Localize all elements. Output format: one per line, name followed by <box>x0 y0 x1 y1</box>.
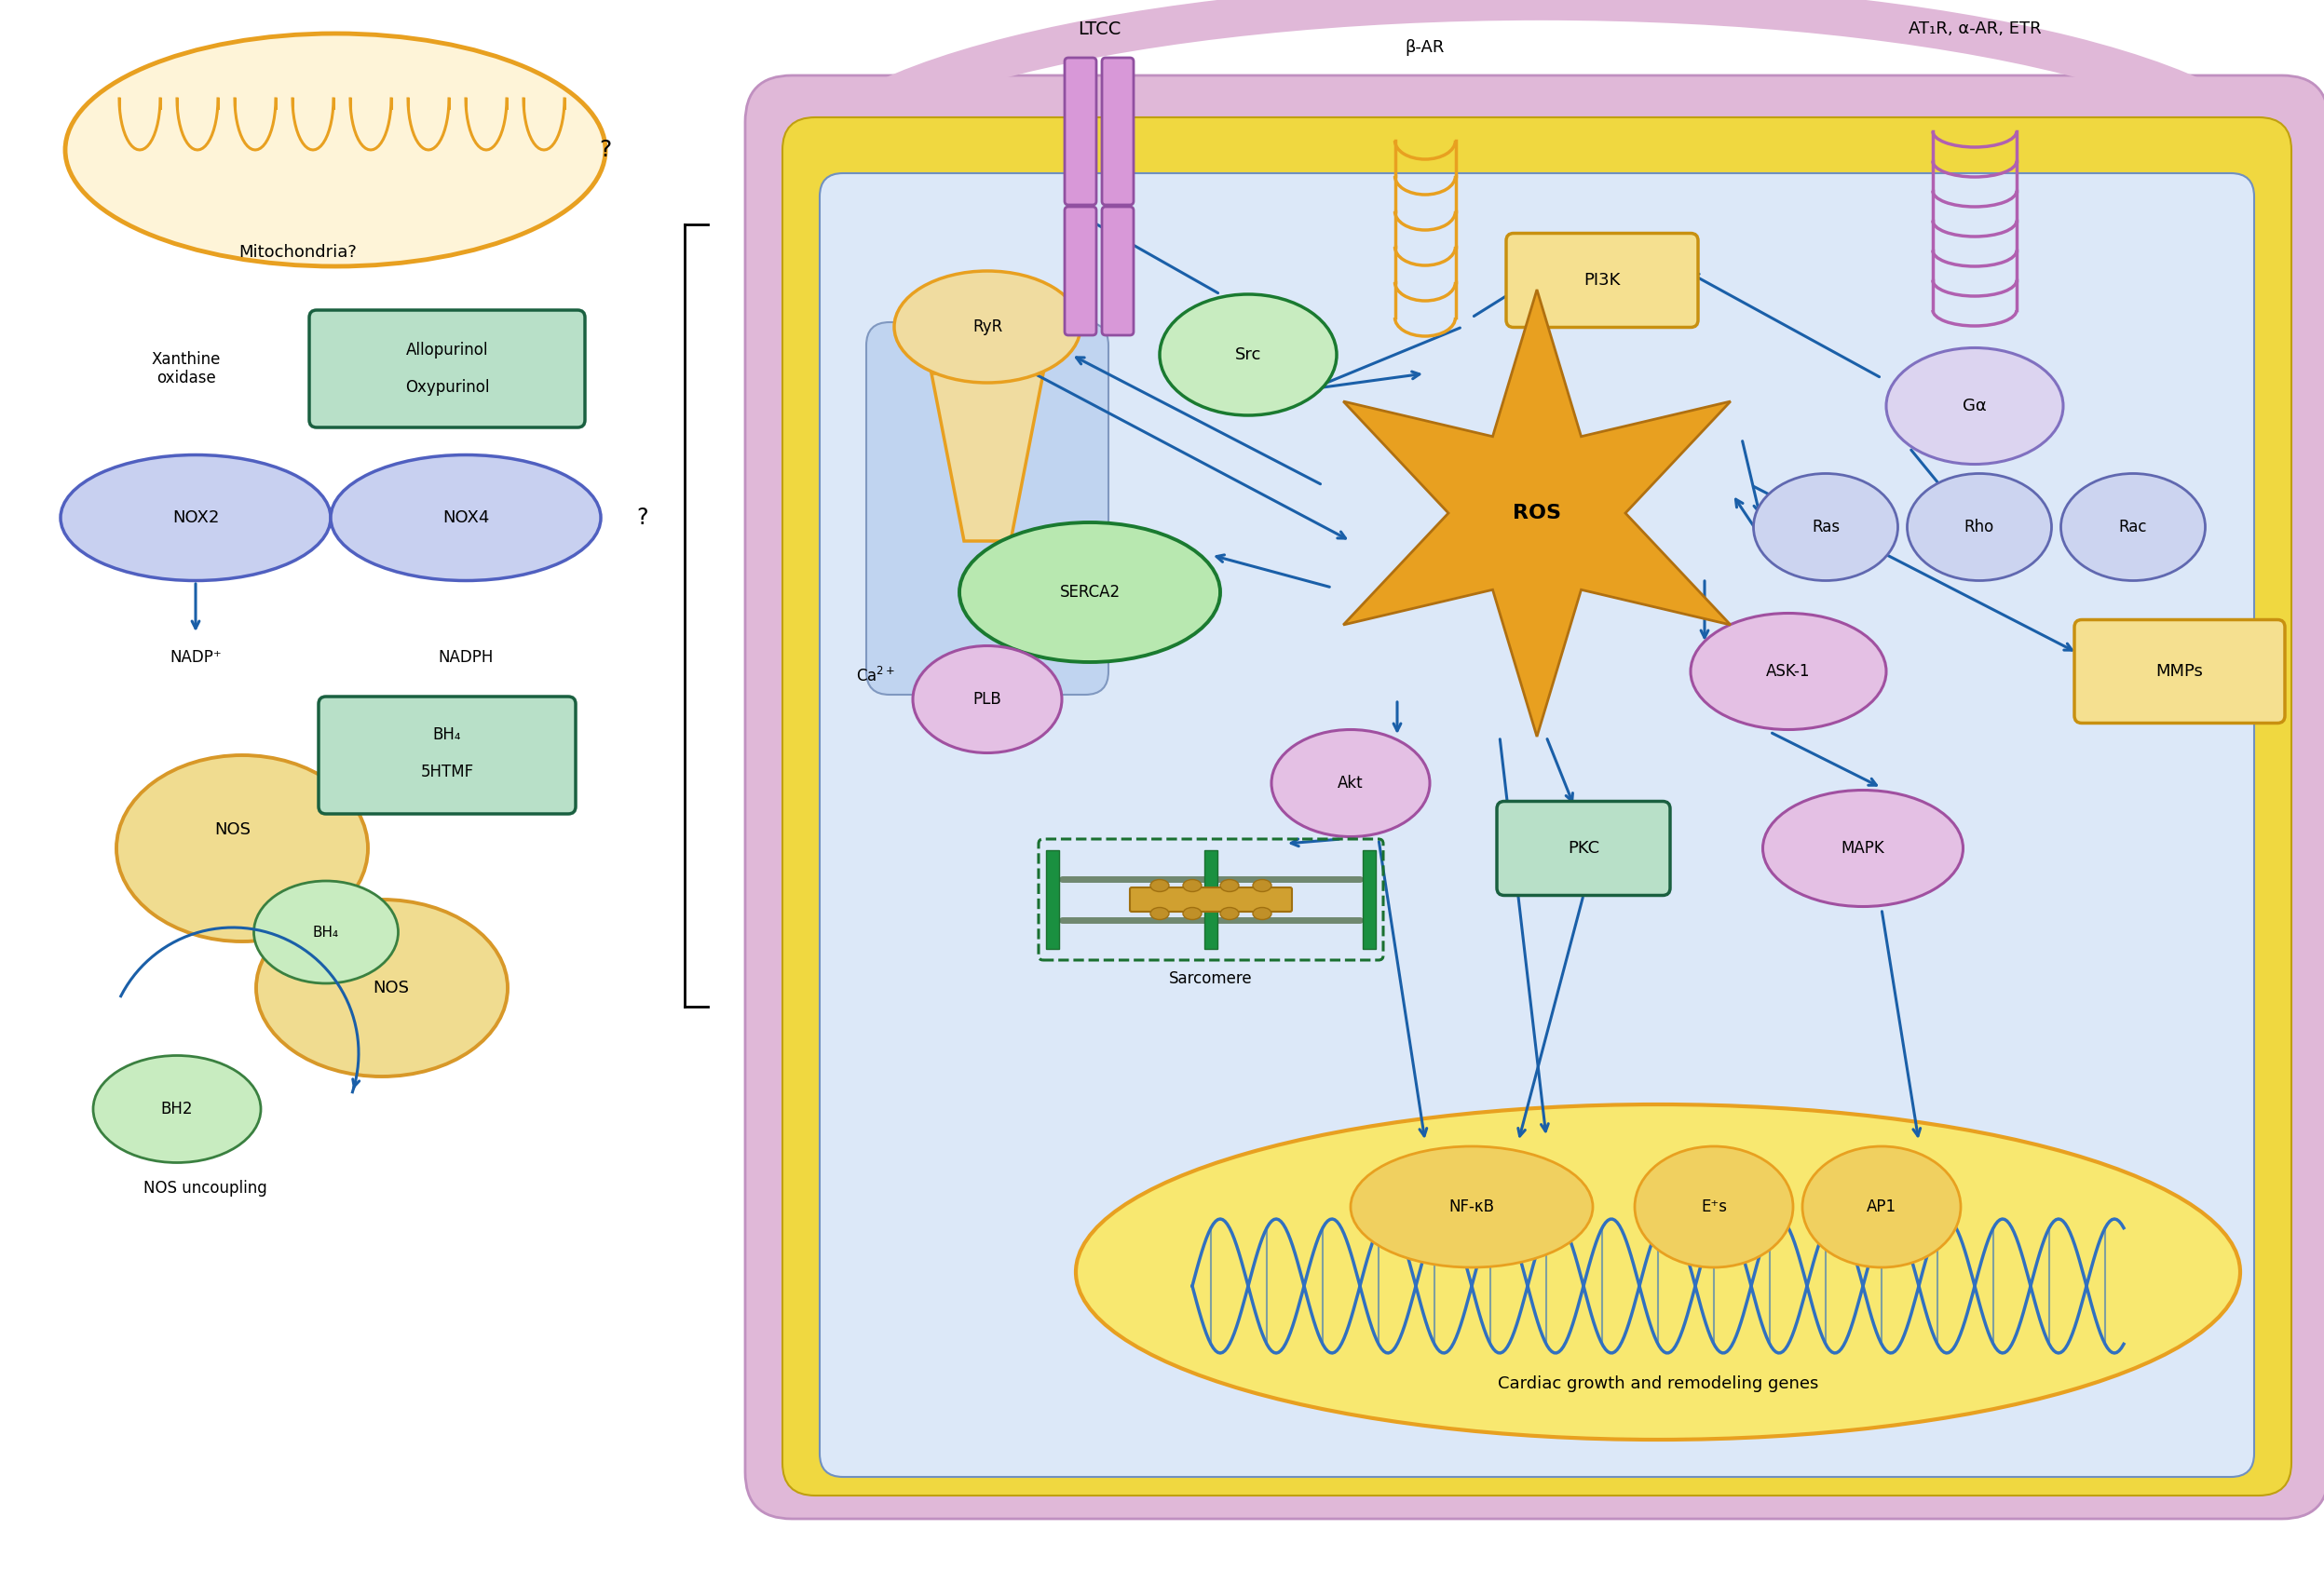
Text: LTCC: LTCC <box>1078 21 1120 38</box>
Text: E⁺s: E⁺s <box>1701 1199 1727 1215</box>
Ellipse shape <box>2061 474 2205 581</box>
Ellipse shape <box>1220 908 1239 920</box>
FancyBboxPatch shape <box>1102 57 1134 204</box>
Text: NF-κB: NF-κB <box>1448 1199 1494 1215</box>
Text: BH₄: BH₄ <box>432 727 460 743</box>
Text: ROS: ROS <box>1513 504 1562 523</box>
Ellipse shape <box>116 756 367 941</box>
Ellipse shape <box>330 455 602 581</box>
Ellipse shape <box>60 455 330 581</box>
Ellipse shape <box>1253 908 1271 920</box>
Ellipse shape <box>1690 613 1887 730</box>
Ellipse shape <box>1160 295 1336 415</box>
Text: Cardiac growth and remodeling genes: Cardiac growth and remodeling genes <box>1497 1375 1817 1392</box>
Text: NOX4: NOX4 <box>442 510 488 526</box>
Text: Oxypurinol: Oxypurinol <box>404 379 490 396</box>
Ellipse shape <box>253 881 397 984</box>
Ellipse shape <box>1220 879 1239 892</box>
Text: NADP⁺: NADP⁺ <box>170 649 221 665</box>
Text: Rho: Rho <box>1964 518 1994 535</box>
FancyBboxPatch shape <box>1102 208 1134 336</box>
Ellipse shape <box>1755 474 1899 581</box>
FancyBboxPatch shape <box>1064 208 1097 336</box>
Text: PKC: PKC <box>1569 840 1599 857</box>
Ellipse shape <box>1183 879 1202 892</box>
FancyBboxPatch shape <box>820 173 2254 1476</box>
FancyBboxPatch shape <box>2075 619 2284 722</box>
Text: 5HTMF: 5HTMF <box>421 763 474 781</box>
Ellipse shape <box>1908 474 2052 581</box>
Text: NADPH: NADPH <box>439 649 493 665</box>
Text: SERCA2: SERCA2 <box>1060 584 1120 600</box>
Text: MAPK: MAPK <box>1841 840 1885 857</box>
FancyBboxPatch shape <box>1506 233 1699 328</box>
Text: NOS uncoupling: NOS uncoupling <box>144 1180 267 1196</box>
Text: β-AR: β-AR <box>1406 40 1446 55</box>
Ellipse shape <box>960 523 1220 662</box>
FancyBboxPatch shape <box>1362 851 1376 949</box>
FancyBboxPatch shape <box>1204 851 1218 949</box>
Text: Xanthine
oxidase: Xanthine oxidase <box>151 350 221 386</box>
Text: BH₄: BH₄ <box>314 925 339 939</box>
Text: AP1: AP1 <box>1866 1199 1896 1215</box>
FancyBboxPatch shape <box>783 117 2291 1495</box>
Ellipse shape <box>1350 1147 1592 1267</box>
Ellipse shape <box>65 33 607 266</box>
FancyBboxPatch shape <box>309 310 586 428</box>
Polygon shape <box>932 374 1043 542</box>
Text: PLB: PLB <box>974 691 1002 708</box>
Text: Sarcomere: Sarcomere <box>1169 971 1253 987</box>
Text: AT₁R, α-AR, ETR: AT₁R, α-AR, ETR <box>1908 21 2040 38</box>
Text: Gα: Gα <box>1964 398 1987 415</box>
Ellipse shape <box>256 900 507 1077</box>
Text: Ca$^{2+}$: Ca$^{2+}$ <box>855 667 895 686</box>
Ellipse shape <box>93 1055 260 1163</box>
Text: RyR: RyR <box>971 318 1002 336</box>
FancyBboxPatch shape <box>318 697 576 814</box>
Ellipse shape <box>1764 790 1964 906</box>
Ellipse shape <box>1271 730 1429 836</box>
Text: ?: ? <box>637 507 648 529</box>
Text: MMPs: MMPs <box>2157 664 2203 680</box>
Text: PI3K: PI3K <box>1583 272 1620 288</box>
Ellipse shape <box>1183 908 1202 920</box>
Text: Mitochondria?: Mitochondria? <box>239 244 358 261</box>
Ellipse shape <box>1150 908 1169 920</box>
Ellipse shape <box>1887 348 2064 464</box>
Text: ASK-1: ASK-1 <box>1766 664 1810 680</box>
Ellipse shape <box>895 271 1081 383</box>
Text: NOS: NOS <box>374 979 409 996</box>
FancyBboxPatch shape <box>1064 57 1097 204</box>
FancyBboxPatch shape <box>867 322 1109 695</box>
Ellipse shape <box>1253 879 1271 892</box>
Text: Allopurinol: Allopurinol <box>407 342 488 358</box>
Ellipse shape <box>1803 1147 1961 1267</box>
Text: Rac: Rac <box>2119 518 2147 535</box>
FancyBboxPatch shape <box>1129 887 1292 912</box>
Text: BH2: BH2 <box>160 1101 193 1117</box>
Ellipse shape <box>913 646 1062 752</box>
FancyBboxPatch shape <box>746 76 2324 1519</box>
Ellipse shape <box>1634 1147 1794 1267</box>
Text: Akt: Akt <box>1339 775 1364 792</box>
Text: Ras: Ras <box>1813 518 1841 535</box>
Ellipse shape <box>1076 1104 2240 1440</box>
FancyBboxPatch shape <box>1046 851 1060 949</box>
Text: NOX2: NOX2 <box>172 510 218 526</box>
FancyBboxPatch shape <box>1497 802 1671 895</box>
Text: ?: ? <box>600 139 611 162</box>
Ellipse shape <box>1150 879 1169 892</box>
Text: Src: Src <box>1234 347 1262 363</box>
Text: NOS: NOS <box>214 822 251 838</box>
Polygon shape <box>1343 290 1731 737</box>
